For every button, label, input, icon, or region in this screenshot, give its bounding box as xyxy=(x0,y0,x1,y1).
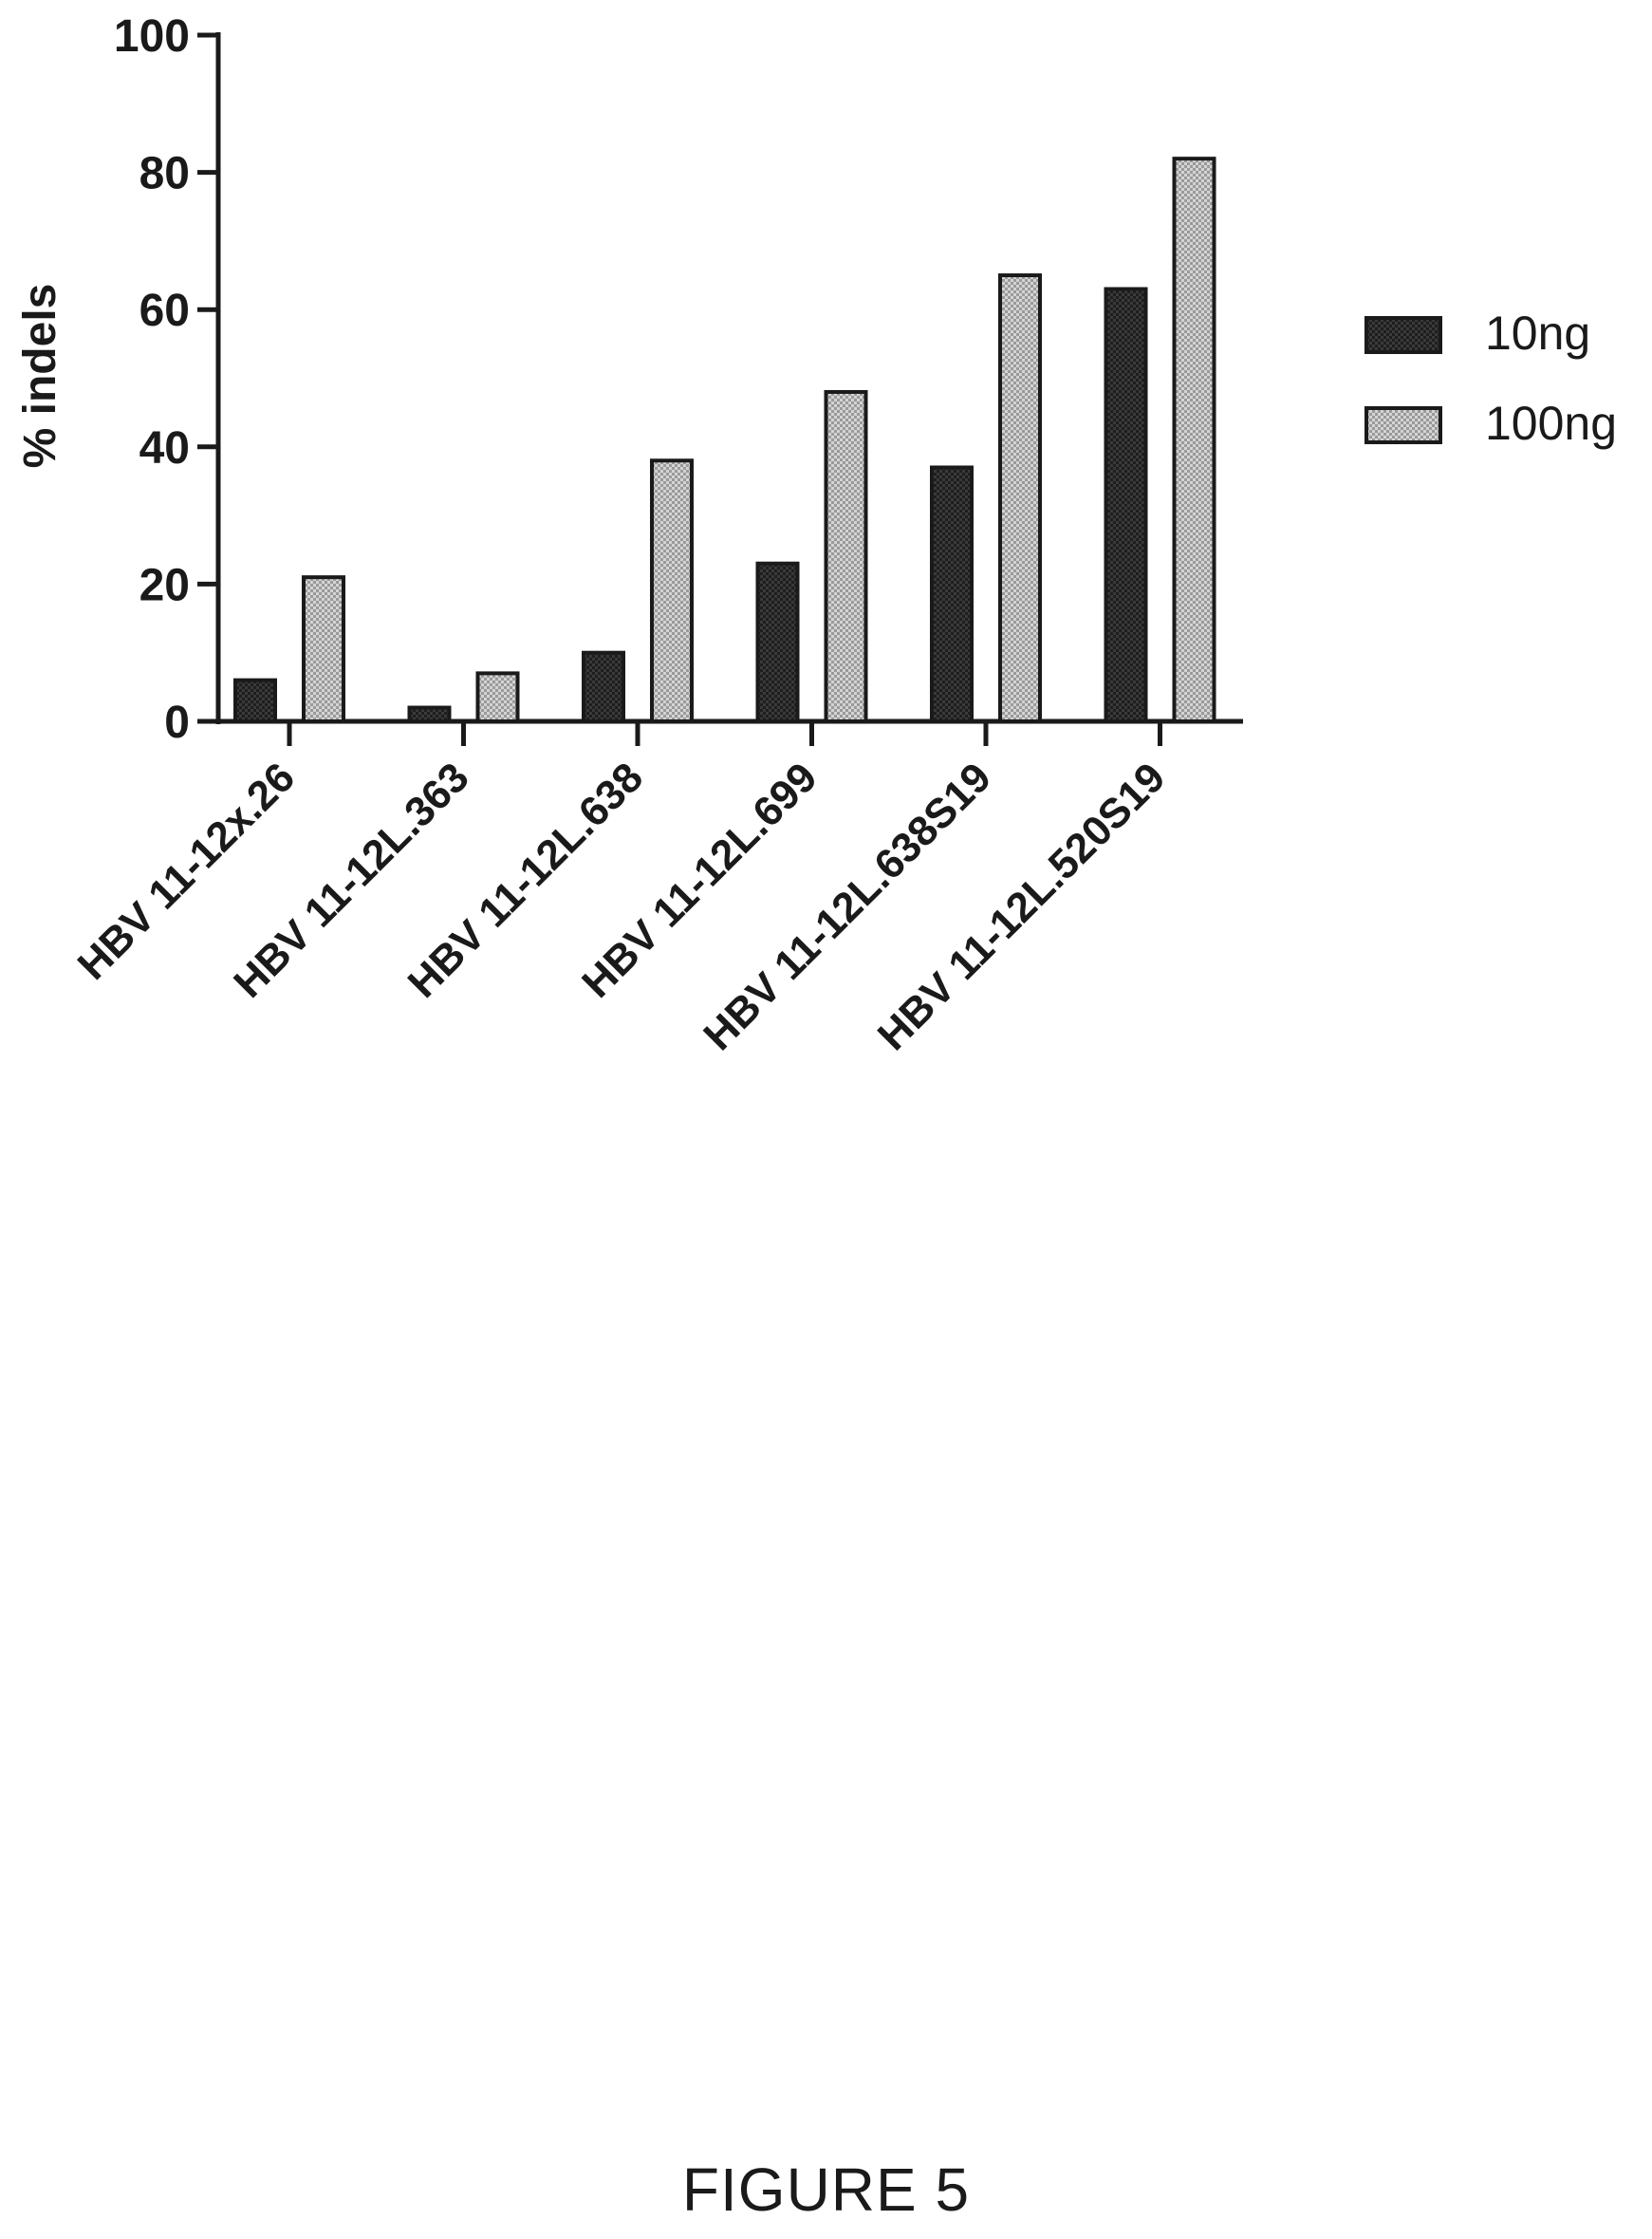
legend-swatch-100ng xyxy=(1364,406,1442,444)
bar-10ng-6 xyxy=(1104,287,1148,723)
legend: 10ng 100ng xyxy=(1364,307,1617,450)
y-tick-label: 60 xyxy=(139,286,190,336)
x-category-label: HBV 11-12L.520S19 xyxy=(869,754,1175,1059)
bars-group xyxy=(233,157,1216,724)
bar-100ng-6 xyxy=(1172,157,1216,723)
y-axis-label: % indels xyxy=(15,284,65,469)
bar-100ng-3 xyxy=(650,458,694,723)
y-tick-label: 40 xyxy=(139,423,190,474)
x-category-label: HBV 11-12L.638S19 xyxy=(695,754,1000,1059)
x-axis xyxy=(215,718,1243,746)
bar-100ng-1 xyxy=(302,575,345,723)
y-axis: 0 20 40 60 80 100 xyxy=(114,11,221,748)
y-tick-label: 0 xyxy=(164,698,190,748)
legend-label-10ng: 10ng xyxy=(1485,307,1590,360)
bar-10ng-4 xyxy=(755,561,800,724)
bar-10ng-5 xyxy=(930,465,974,723)
bar-100ng-2 xyxy=(475,671,520,724)
legend-label-100ng: 100ng xyxy=(1485,397,1617,450)
y-tick-label: 100 xyxy=(114,11,190,62)
legend-swatch-10ng xyxy=(1364,316,1442,354)
y-tick-label: 20 xyxy=(139,560,190,610)
bar-10ng-2 xyxy=(407,705,452,723)
y-tick-label: 80 xyxy=(139,149,190,199)
bar-10ng-3 xyxy=(582,650,625,724)
bar-100ng-5 xyxy=(998,273,1042,723)
bar-100ng-4 xyxy=(824,389,868,723)
bar-10ng-1 xyxy=(233,678,277,723)
figure-caption: FIGURE 5 xyxy=(681,2155,971,2224)
